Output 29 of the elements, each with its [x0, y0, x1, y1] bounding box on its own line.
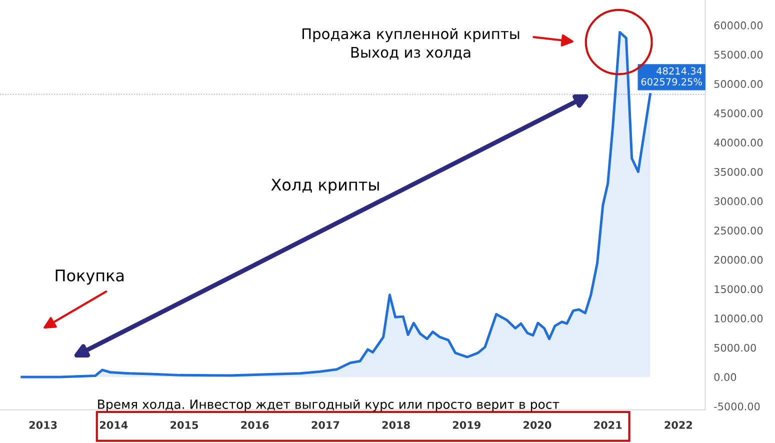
x-tick-label: 2022	[664, 421, 692, 429]
y-tick-label: 55000.00	[714, 50, 763, 59]
y-tick-label: 25000.00	[714, 226, 763, 234]
x-tick-label: 2013	[29, 421, 57, 429]
y-tick-label: 10000.00	[714, 314, 763, 322]
x-tick-label: 2014	[100, 421, 128, 429]
x-tick-label: 2019	[452, 421, 480, 429]
y-tick-label: 60000.00	[714, 21, 763, 30]
y-tick-label: 15000.00	[714, 285, 763, 294]
y-tick-label: 50000.00	[714, 80, 763, 88]
x-tick-label: 2018	[382, 421, 410, 429]
y-tick-label: -5000.00	[714, 402, 760, 410]
ref-line-label: 48214.34 602579.25%	[641, 67, 702, 86]
y-tick-label: 30000.00	[714, 197, 763, 206]
y-tick-label: 45000.00	[714, 109, 763, 118]
annotation: Время холда. Инвестор ждет выгодный курс или просто верит в рост	[98, 399, 560, 412]
x-tick-label: 2016	[241, 421, 269, 429]
annotation: Продажа купленной крипты Выход из холда	[302, 28, 520, 60]
annotation: Холд крипты	[271, 178, 379, 194]
x-tick-label: 2015	[170, 421, 198, 429]
x-tick-label: 2017	[312, 421, 340, 429]
y-tick-label: 5000.00	[714, 344, 756, 352]
y-tick-label: 35000.00	[714, 168, 763, 176]
x-tick-label: 2021	[594, 421, 622, 429]
x-tick-label: 2020	[524, 421, 552, 429]
y-tick-label: 0.00	[714, 373, 736, 382]
y-tick-label: 40000.00	[714, 138, 763, 147]
y-tick-label: 20000.00	[714, 256, 763, 264]
annotation: Покупка	[56, 270, 124, 285]
